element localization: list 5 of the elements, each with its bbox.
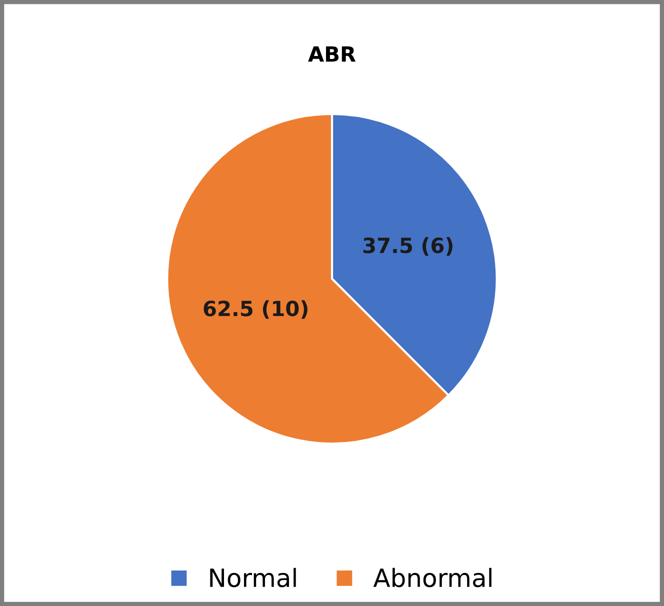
legend-label: Normal <box>210 568 296 588</box>
data-label: 62.5 (10) <box>204 300 308 319</box>
legend-label: Abnormal <box>373 568 492 588</box>
chart-title: ABR <box>308 46 356 62</box>
data-label: 37.5 (6) <box>363 237 452 256</box>
